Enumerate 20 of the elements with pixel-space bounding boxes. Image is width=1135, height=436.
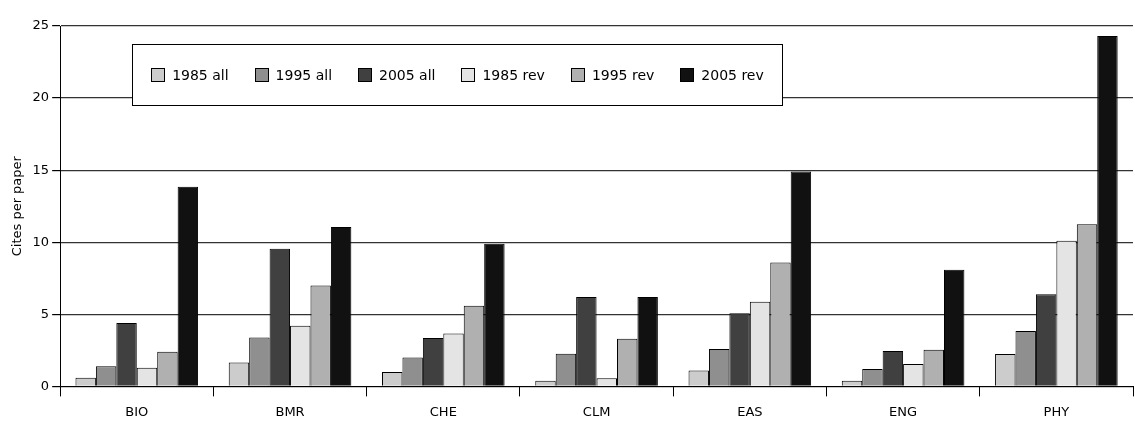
legend-label: 1985 all: [172, 67, 229, 83]
x-tick-label: PHY: [1043, 403, 1070, 419]
y-tick-label: 20: [32, 89, 50, 105]
legend-label: 1995 all: [275, 67, 333, 83]
x-tick-label: CHE: [429, 403, 457, 419]
y-tick-label: 15: [32, 161, 50, 177]
y-tick-label: 10: [32, 233, 50, 249]
x-tick-label: BMR: [275, 403, 305, 419]
y-tick-label: 5: [40, 305, 50, 321]
y-tick-label: 25: [32, 17, 50, 33]
x-tick-label: BIO: [125, 403, 149, 419]
legend-label: 1985 rev: [482, 67, 545, 83]
legend-label: 2005 rev: [701, 67, 764, 83]
legend-label: 1995 rev: [591, 67, 655, 83]
legend-label: 2005 all: [379, 67, 436, 83]
x-tick-label: CLM: [582, 403, 611, 419]
x-tick-label: EAS: [737, 403, 763, 419]
y-axis-title: Cites per paper: [9, 155, 25, 257]
x-tick-label: ENG: [889, 403, 918, 419]
y-tick-label: 0: [40, 377, 50, 393]
